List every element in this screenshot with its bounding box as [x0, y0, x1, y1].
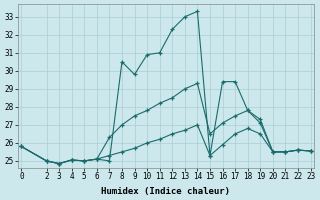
- X-axis label: Humidex (Indice chaleur): Humidex (Indice chaleur): [101, 187, 230, 196]
